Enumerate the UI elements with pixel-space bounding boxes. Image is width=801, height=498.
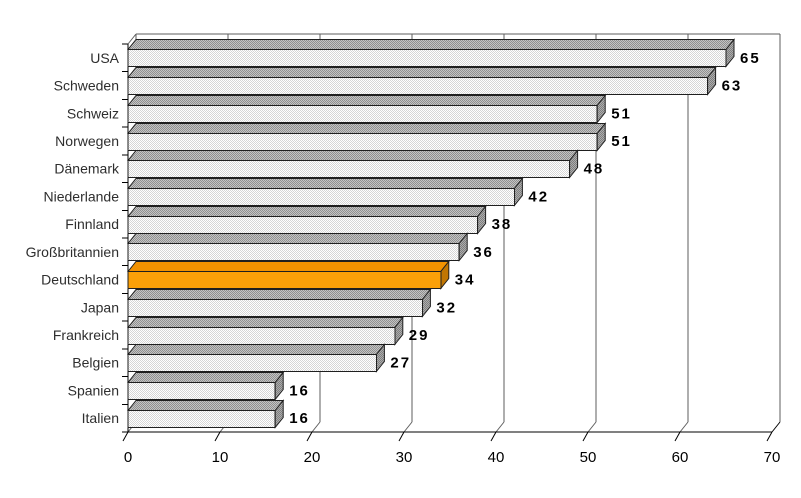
x-tick-20 bbox=[306, 431, 313, 442]
value-label-norwegen: 51 bbox=[611, 133, 632, 150]
value-label-italien: 16 bbox=[289, 410, 310, 427]
bar-top-italien bbox=[126, 400, 285, 411]
value-label-belgien: 27 bbox=[390, 355, 411, 372]
bar-front-niederlande bbox=[127, 188, 515, 206]
value-label-daenemark: 48 bbox=[584, 161, 605, 178]
x-tick-10 bbox=[214, 431, 221, 442]
value-label-spanien: 16 bbox=[289, 382, 310, 399]
x-tick-70 bbox=[766, 431, 773, 442]
bar-front-frankreich bbox=[127, 327, 396, 345]
category-label-japan: Japan bbox=[81, 299, 119, 315]
value-label-usa: 65 bbox=[740, 50, 761, 67]
bar-front-deutschland bbox=[127, 271, 442, 289]
bar-top-norwegen bbox=[126, 123, 607, 134]
x-tick-0 bbox=[122, 431, 129, 442]
bar-top-belgien bbox=[126, 344, 386, 355]
bar-front-usa bbox=[127, 49, 727, 67]
bar-top-daenemark bbox=[126, 150, 579, 161]
category-label-spanien: Spanien bbox=[68, 382, 119, 398]
bar-top-grossbritannien bbox=[126, 233, 469, 244]
labels: 0 10 20 30 40 50 60 70 USA 65 Schweden 63 Schweiz 51 N… bbox=[26, 50, 781, 466]
bar-front-norwegen bbox=[127, 133, 598, 151]
category-label-schweden: Schweden bbox=[54, 78, 119, 94]
wall-top-left-corner bbox=[127, 33, 137, 45]
value-label-deutschland: 34 bbox=[455, 272, 476, 289]
x-tick-label-30: 30 bbox=[396, 449, 413, 466]
x-tick-label-50: 50 bbox=[580, 449, 597, 466]
value-label-schweden: 63 bbox=[722, 78, 743, 95]
bar-front-belgien bbox=[127, 354, 377, 372]
bars bbox=[126, 38, 736, 429]
x-tick-60 bbox=[674, 431, 681, 442]
category-label-frankreich: Frankreich bbox=[53, 327, 119, 343]
x-tick-label-40: 40 bbox=[488, 449, 505, 466]
value-label-finnland: 38 bbox=[492, 216, 513, 233]
category-label-niederlande: Niederlande bbox=[44, 188, 120, 204]
wall-bottom-right-corner bbox=[771, 421, 781, 433]
bar-top-spanien bbox=[126, 372, 285, 383]
value-label-niederlande: 42 bbox=[528, 188, 549, 205]
x-tick-label-20: 20 bbox=[304, 449, 321, 466]
bar-front-italien bbox=[127, 410, 276, 428]
bar-top-schweden bbox=[126, 67, 717, 78]
bar-top-usa bbox=[126, 39, 736, 50]
bar-top-japan bbox=[126, 289, 432, 300]
bar-front-japan bbox=[127, 299, 423, 317]
gridline-floor-50 bbox=[587, 421, 597, 433]
x-tick-30 bbox=[398, 431, 405, 442]
category-label-usa: USA bbox=[90, 50, 119, 66]
bar-front-spanien bbox=[127, 382, 276, 400]
bar-top-finnland bbox=[126, 206, 487, 217]
bar-front-finnland bbox=[127, 216, 479, 234]
bar-front-schweiz bbox=[127, 105, 598, 123]
gridline-floor-60 bbox=[679, 421, 689, 433]
category-label-deutschland: Deutschland bbox=[41, 272, 119, 288]
category-label-daenemark: Dänemark bbox=[54, 161, 120, 177]
bar-top-niederlande bbox=[126, 178, 524, 189]
category-label-schweiz: Schweiz bbox=[67, 105, 119, 121]
x-tick-label-60: 60 bbox=[672, 449, 689, 466]
value-label-japan: 32 bbox=[436, 299, 457, 316]
value-label-schweiz: 51 bbox=[611, 105, 632, 122]
bar-front-daenemark bbox=[127, 160, 571, 178]
bar-front-schweden bbox=[127, 77, 709, 95]
bar-front-grossbritannien bbox=[127, 243, 460, 261]
category-label-finnland: Finnland bbox=[65, 216, 119, 232]
gridline-floor-40 bbox=[495, 421, 505, 433]
bar-top-schweiz bbox=[126, 95, 607, 106]
x-tick-40 bbox=[490, 431, 497, 442]
bar-top-deutschland bbox=[126, 261, 450, 272]
bar-top-frankreich bbox=[126, 317, 404, 328]
value-label-frankreich: 29 bbox=[409, 327, 430, 344]
x-tick-50 bbox=[582, 431, 589, 442]
gridline-floor-30 bbox=[403, 421, 413, 433]
category-label-belgien: Belgien bbox=[72, 355, 119, 371]
x-tick-label-0: 0 bbox=[124, 449, 132, 466]
category-label-norwegen: Norwegen bbox=[55, 133, 119, 149]
category-label-italien: Italien bbox=[82, 410, 119, 426]
x-tick-label-10: 10 bbox=[212, 449, 229, 466]
plot-walls bbox=[127, 33, 781, 433]
category-label-grossbritannien: Großbritannien bbox=[26, 244, 119, 260]
value-label-grossbritannien: 36 bbox=[473, 244, 494, 261]
x-tick-label-70: 70 bbox=[764, 449, 781, 466]
gridline-floor-20 bbox=[311, 421, 321, 433]
